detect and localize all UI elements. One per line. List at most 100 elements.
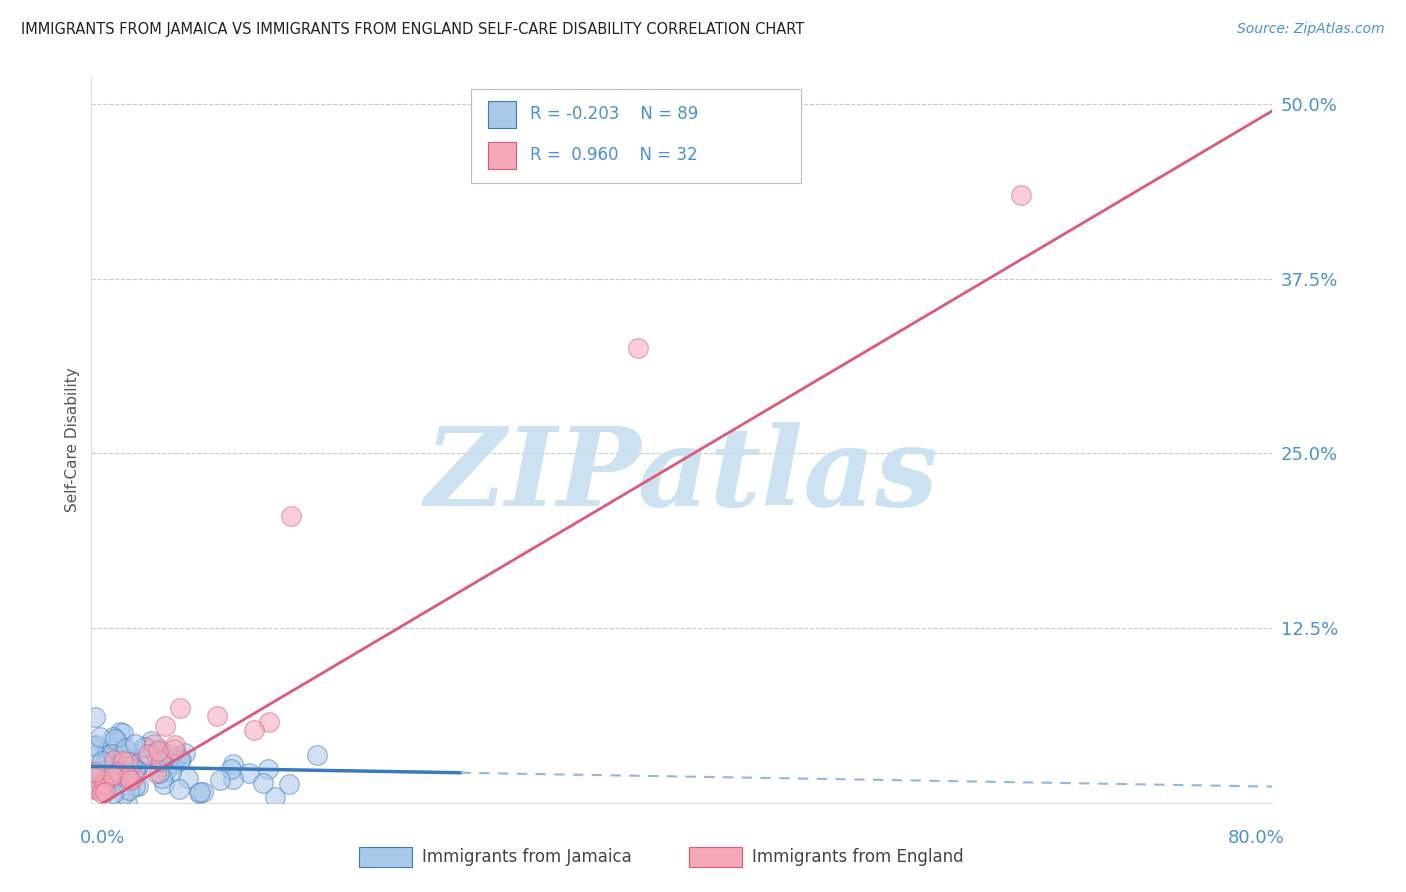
Point xyxy=(191,785,214,799)
Point xyxy=(112,753,135,767)
Point xyxy=(305,748,328,763)
Point xyxy=(145,766,167,780)
Point xyxy=(122,770,145,784)
Point xyxy=(84,765,107,780)
Point xyxy=(131,751,153,765)
Point xyxy=(103,786,125,800)
Point xyxy=(127,779,149,793)
Point xyxy=(264,790,287,805)
Point xyxy=(187,786,209,800)
Point xyxy=(205,709,228,723)
Point xyxy=(84,738,107,752)
Point xyxy=(153,777,176,791)
Point xyxy=(162,756,184,771)
Point xyxy=(117,770,139,784)
Point xyxy=(101,769,124,783)
Point xyxy=(252,775,274,789)
Point xyxy=(146,744,169,758)
Point xyxy=(107,762,129,776)
Point xyxy=(160,764,183,779)
Point xyxy=(238,766,260,780)
Text: R = -0.203    N = 89: R = -0.203 N = 89 xyxy=(530,105,699,123)
Point xyxy=(155,764,177,778)
Point xyxy=(627,342,650,356)
Point xyxy=(112,747,135,762)
Point xyxy=(103,754,125,768)
Text: Immigrants from England: Immigrants from England xyxy=(752,848,965,866)
Point xyxy=(169,753,191,767)
Point xyxy=(89,766,111,780)
Point xyxy=(117,755,139,769)
Point xyxy=(170,752,193,766)
Point xyxy=(103,732,125,747)
Point xyxy=(117,767,139,781)
Text: R =  0.960    N = 32: R = 0.960 N = 32 xyxy=(530,146,697,164)
Point xyxy=(125,761,148,775)
Point xyxy=(136,747,159,761)
Point xyxy=(166,749,188,764)
Point xyxy=(94,785,117,799)
Text: Immigrants from Jamaica: Immigrants from Jamaica xyxy=(422,848,631,866)
Point xyxy=(176,771,198,785)
Point xyxy=(105,777,128,791)
Point xyxy=(124,737,146,751)
Point xyxy=(148,765,170,780)
Point xyxy=(112,742,135,756)
Point xyxy=(100,768,122,782)
Point xyxy=(82,739,104,753)
Point xyxy=(153,719,177,733)
Point xyxy=(94,756,117,770)
Point xyxy=(222,772,245,786)
Y-axis label: Self-Care Disability: Self-Care Disability xyxy=(65,367,80,512)
Point xyxy=(135,739,157,754)
Point xyxy=(91,774,114,789)
Point xyxy=(121,755,143,769)
Point xyxy=(90,780,112,795)
Point xyxy=(117,759,139,773)
Point xyxy=(118,783,141,797)
Point xyxy=(108,725,131,739)
Point xyxy=(257,714,280,729)
Point xyxy=(100,773,122,788)
Point xyxy=(84,780,107,795)
Point xyxy=(112,787,135,801)
Point xyxy=(278,777,301,791)
Point xyxy=(169,700,191,714)
Point xyxy=(145,752,167,766)
Text: 80.0%: 80.0% xyxy=(1227,829,1284,847)
Point xyxy=(84,779,107,793)
Point xyxy=(118,772,141,787)
Point xyxy=(257,762,280,776)
Point xyxy=(222,756,245,771)
Point xyxy=(111,725,134,739)
Point xyxy=(86,782,108,797)
Point xyxy=(121,771,143,785)
Point xyxy=(91,754,114,768)
Text: IMMIGRANTS FROM JAMAICA VS IMMIGRANTS FROM ENGLAND SELF-CARE DISABILITY CORRELAT: IMMIGRANTS FROM JAMAICA VS IMMIGRANTS FR… xyxy=(21,22,804,37)
Point xyxy=(103,748,125,763)
Point xyxy=(105,734,128,748)
Point xyxy=(160,747,183,762)
Point xyxy=(1010,187,1032,202)
Point xyxy=(112,754,135,768)
Point xyxy=(100,743,122,757)
Point xyxy=(103,730,125,744)
Point xyxy=(107,767,129,781)
Point xyxy=(124,763,146,777)
Point xyxy=(139,734,162,748)
Point xyxy=(219,762,242,776)
Point xyxy=(163,742,186,756)
Text: ZIPatlas: ZIPatlas xyxy=(425,422,939,530)
Point xyxy=(101,747,124,762)
Point xyxy=(107,764,129,779)
Point xyxy=(83,710,105,724)
Text: Source: ZipAtlas.com: Source: ZipAtlas.com xyxy=(1237,22,1385,37)
Point xyxy=(98,765,121,780)
Point xyxy=(124,762,146,776)
Point xyxy=(115,754,138,768)
Point xyxy=(280,509,302,524)
Point xyxy=(156,750,179,764)
Point xyxy=(150,771,173,785)
Point xyxy=(91,786,114,800)
Point xyxy=(108,771,131,785)
